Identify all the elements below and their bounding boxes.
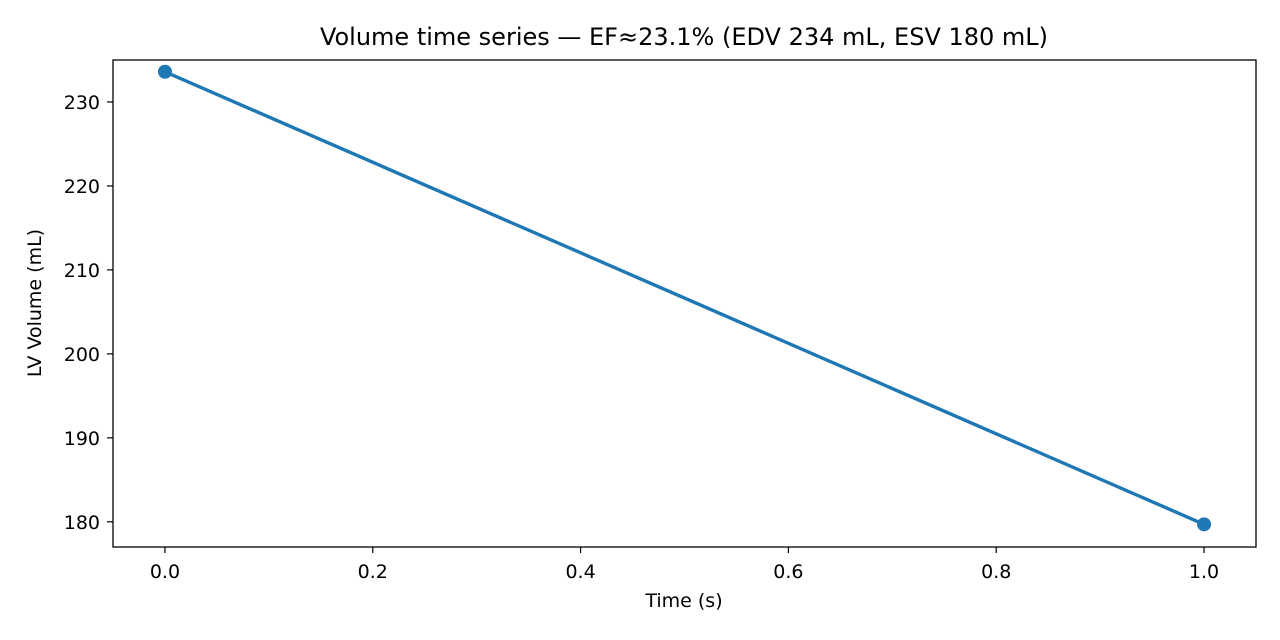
x-axis-label: Time (s) bbox=[644, 590, 722, 612]
y-tick-label: 210 bbox=[64, 260, 100, 282]
series-line bbox=[162, 69, 1207, 527]
y-axis-label: LV Volume (mL) bbox=[24, 229, 46, 377]
x-axis-ticks: 0.0 0.2 0.4 0.6 0.8 1.0 bbox=[150, 547, 1219, 583]
y-tick-label: 180 bbox=[64, 512, 100, 534]
x-tick-label: 0.2 bbox=[358, 561, 388, 583]
x-tick-label: 0.6 bbox=[773, 561, 803, 583]
y-tick-label: 220 bbox=[64, 176, 100, 198]
y-tick-label: 230 bbox=[64, 92, 100, 114]
x-tick-label: 0.8 bbox=[981, 561, 1011, 583]
plot-area-frame bbox=[112, 59, 1257, 548]
y-axis-ticks: 180 190 200 210 220 230 bbox=[64, 92, 113, 534]
series-layer bbox=[157, 64, 1212, 532]
y-tick-label: 190 bbox=[64, 428, 100, 450]
chart-title: Volume time series — EF≈23.1% (EDV 234 m… bbox=[320, 23, 1048, 51]
y-tick-label: 200 bbox=[64, 344, 100, 366]
x-tick-label: 0.4 bbox=[565, 561, 595, 583]
x-tick-label: 1.0 bbox=[1189, 561, 1219, 583]
data-point-marker bbox=[157, 64, 172, 79]
x-tick-label: 0.0 bbox=[150, 561, 180, 583]
data-point-marker bbox=[1197, 517, 1212, 532]
